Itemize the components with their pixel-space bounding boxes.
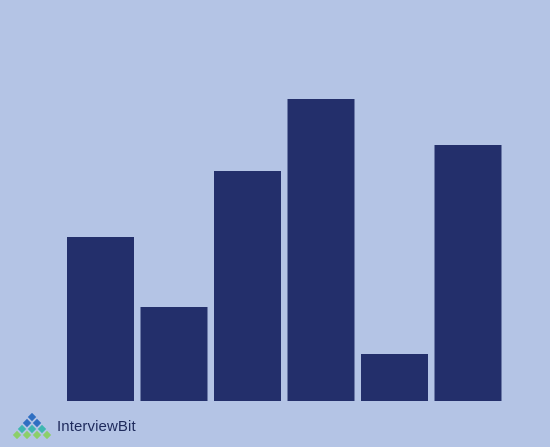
brand-name: InterviewBit [57, 417, 136, 435]
interviewbit-logo-icon [12, 413, 52, 439]
bar-4 [287, 99, 355, 401]
brand-logo: InterviewBit [12, 413, 136, 439]
bar-5 [361, 354, 428, 401]
bar-3 [214, 171, 281, 401]
bar-6 [434, 145, 502, 401]
bar-2 [140, 307, 208, 401]
bar-1 [67, 237, 134, 401]
